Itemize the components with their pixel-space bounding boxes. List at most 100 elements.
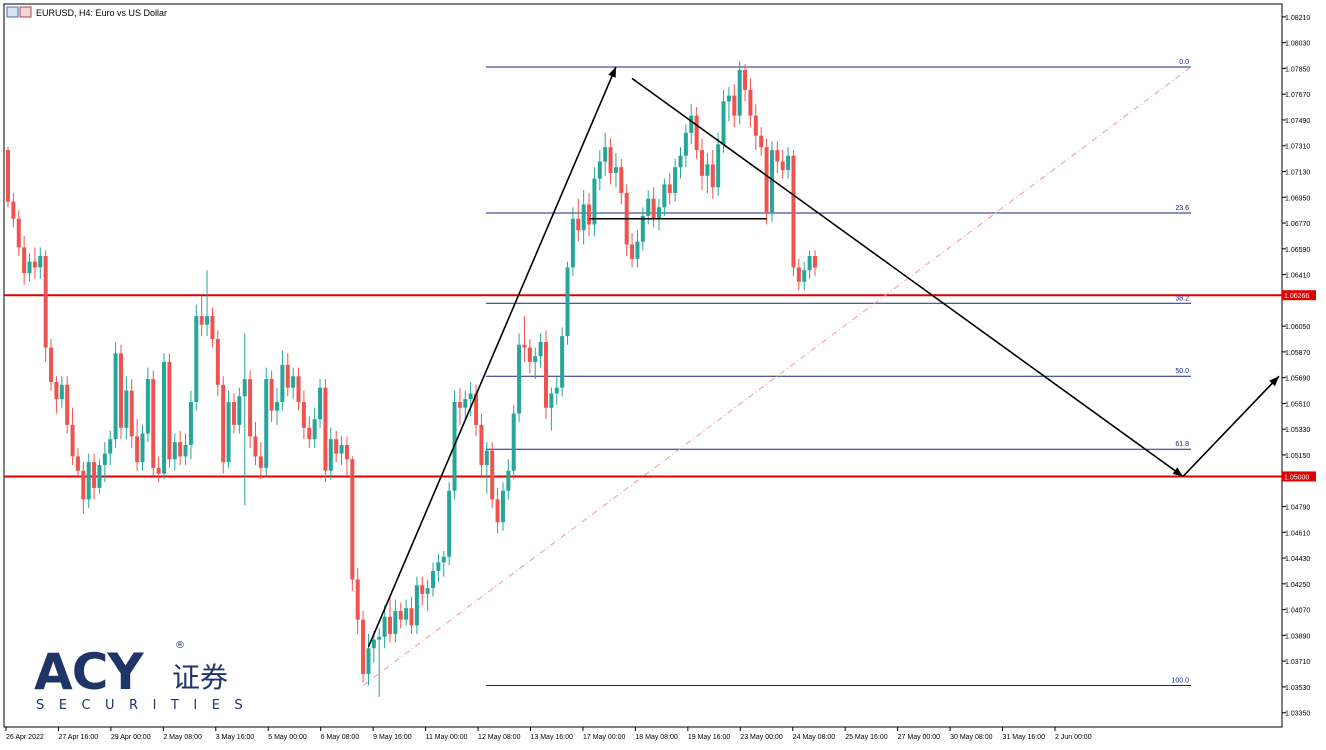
candle-body bbox=[775, 150, 780, 162]
candle-body bbox=[226, 402, 231, 463]
arrow-head bbox=[608, 66, 616, 78]
candle bbox=[775, 141, 780, 173]
x-tick-label: 19 May 16:00 bbox=[688, 734, 731, 741]
candle bbox=[361, 611, 366, 683]
chart-window-icon-bar bbox=[19, 6, 32, 18]
candle-body bbox=[135, 436, 140, 463]
candle bbox=[398, 602, 403, 629]
candle-body bbox=[167, 361, 172, 460]
candle bbox=[355, 568, 360, 634]
candle bbox=[517, 333, 522, 423]
candle-body bbox=[769, 150, 774, 214]
candle-body bbox=[603, 147, 608, 162]
candle-body bbox=[49, 347, 54, 382]
candle-body bbox=[145, 379, 150, 434]
candle bbox=[22, 235, 27, 285]
x-tick-label: 9 May 16:00 bbox=[373, 734, 412, 741]
candle bbox=[587, 192, 592, 236]
candle-body bbox=[613, 167, 618, 173]
candle bbox=[490, 442, 495, 508]
candle-body bbox=[102, 453, 107, 466]
candle bbox=[608, 138, 613, 185]
price-level-label: 1.05000 bbox=[1284, 474, 1309, 481]
y-tick-label: 1.03530 bbox=[1285, 685, 1310, 692]
candle-body bbox=[748, 89, 753, 116]
x-tick-label: 2 Jun 00:00 bbox=[1055, 734, 1092, 741]
candle-body bbox=[404, 608, 409, 620]
candle-body bbox=[630, 244, 635, 259]
candle bbox=[258, 442, 263, 480]
candle-body bbox=[592, 178, 597, 225]
candle-body bbox=[280, 364, 285, 403]
candle-body bbox=[22, 247, 27, 274]
x-tick-label: 27 Apr 16:00 bbox=[58, 734, 98, 741]
candle bbox=[226, 390, 231, 468]
price-level-label: 1.06266 bbox=[1284, 293, 1309, 300]
candle bbox=[500, 482, 505, 531]
y-tick-label: 1.06410 bbox=[1285, 273, 1310, 280]
candle-body bbox=[500, 490, 505, 523]
y-tick-label: 1.05150 bbox=[1285, 453, 1310, 460]
candle-body bbox=[587, 204, 592, 225]
candle bbox=[721, 89, 726, 153]
x-tick-label: 29 Apr 00:00 bbox=[111, 734, 151, 741]
x-tick-label: 23 May 00:00 bbox=[740, 734, 783, 741]
candle-body bbox=[86, 462, 91, 500]
candle bbox=[167, 353, 172, 468]
price-level-tag bbox=[1282, 290, 1316, 301]
candle-body bbox=[65, 384, 70, 425]
candle-body bbox=[570, 218, 575, 268]
candle-body bbox=[802, 270, 807, 282]
candle-body bbox=[457, 402, 462, 408]
candle-body bbox=[242, 379, 247, 397]
candle-body bbox=[199, 316, 204, 325]
candle bbox=[689, 104, 694, 145]
y-tick-label: 1.04790 bbox=[1285, 505, 1310, 512]
candle bbox=[694, 107, 699, 159]
candle-body bbox=[215, 339, 220, 385]
candle bbox=[457, 387, 462, 425]
candle bbox=[592, 167, 597, 236]
candle-body bbox=[108, 439, 113, 454]
candle bbox=[640, 207, 645, 251]
price-level-tag bbox=[1282, 471, 1316, 482]
candle bbox=[183, 433, 188, 466]
y-tick-label: 1.07130 bbox=[1285, 170, 1310, 177]
candle-body bbox=[194, 316, 199, 403]
candle bbox=[511, 404, 516, 480]
candle-body bbox=[710, 164, 715, 188]
candle-body bbox=[32, 261, 37, 268]
candle bbox=[570, 207, 575, 277]
candle-body bbox=[721, 101, 726, 145]
candle bbox=[248, 370, 253, 448]
candle bbox=[172, 433, 177, 471]
candle-body bbox=[560, 336, 565, 388]
candle bbox=[667, 172, 672, 205]
candle bbox=[544, 330, 548, 420]
candle-body bbox=[366, 648, 371, 675]
y-tick-label: 1.04250 bbox=[1285, 582, 1310, 589]
x-tick-label: 30 May 08:00 bbox=[950, 734, 993, 741]
candle bbox=[479, 413, 484, 477]
candle-body bbox=[737, 69, 742, 116]
candle bbox=[135, 419, 140, 471]
candle-body bbox=[420, 585, 425, 594]
candle-body bbox=[172, 442, 177, 460]
chart-window-icon bbox=[6, 6, 19, 18]
candle bbox=[441, 550, 446, 577]
y-tick-label: 1.06590 bbox=[1285, 247, 1310, 254]
candle bbox=[414, 576, 419, 634]
candle bbox=[242, 333, 247, 506]
candle-body bbox=[6, 150, 10, 202]
candle bbox=[662, 178, 667, 216]
candle-body bbox=[27, 261, 32, 274]
candle-body bbox=[307, 427, 312, 440]
candle-body bbox=[81, 470, 86, 500]
candle-body bbox=[361, 619, 366, 675]
fib-label-38.2: 38.2 bbox=[1175, 295, 1189, 302]
candle-body bbox=[156, 467, 161, 474]
candle bbox=[145, 367, 150, 443]
candle bbox=[463, 390, 468, 420]
